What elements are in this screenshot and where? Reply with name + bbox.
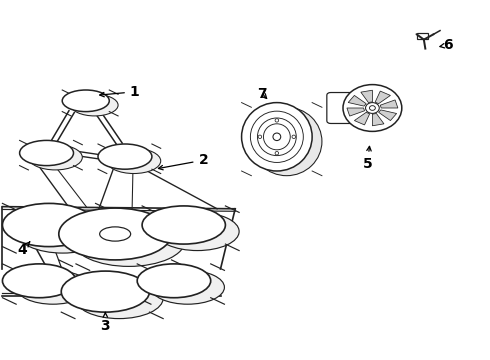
- Ellipse shape: [99, 227, 131, 241]
- Polygon shape: [380, 100, 398, 108]
- Ellipse shape: [2, 264, 76, 298]
- Ellipse shape: [62, 90, 109, 112]
- Ellipse shape: [292, 135, 295, 139]
- Ellipse shape: [366, 103, 379, 113]
- Ellipse shape: [369, 106, 375, 111]
- Polygon shape: [379, 110, 396, 121]
- Polygon shape: [348, 95, 366, 106]
- Ellipse shape: [28, 145, 82, 170]
- Ellipse shape: [137, 264, 211, 298]
- Ellipse shape: [251, 107, 322, 176]
- Polygon shape: [361, 90, 372, 103]
- Text: 1: 1: [99, 85, 140, 99]
- Ellipse shape: [107, 148, 161, 174]
- Ellipse shape: [61, 271, 149, 312]
- Text: 5: 5: [363, 147, 372, 171]
- Ellipse shape: [2, 203, 96, 247]
- Ellipse shape: [151, 270, 224, 304]
- Text: 3: 3: [100, 312, 110, 333]
- Polygon shape: [347, 108, 365, 116]
- Bar: [417, 33, 428, 39]
- FancyBboxPatch shape: [327, 93, 364, 123]
- Text: 7: 7: [257, 87, 267, 100]
- Text: 6: 6: [440, 38, 453, 52]
- Text: 2: 2: [158, 153, 208, 170]
- Text: 4: 4: [17, 242, 30, 257]
- Ellipse shape: [98, 144, 152, 169]
- Ellipse shape: [71, 94, 118, 116]
- Ellipse shape: [273, 133, 281, 140]
- Ellipse shape: [275, 152, 279, 155]
- Polygon shape: [372, 113, 384, 126]
- Ellipse shape: [242, 103, 312, 171]
- Polygon shape: [354, 112, 369, 125]
- Ellipse shape: [59, 208, 172, 260]
- Ellipse shape: [16, 210, 109, 253]
- Ellipse shape: [258, 135, 262, 139]
- Ellipse shape: [156, 212, 239, 251]
- Ellipse shape: [73, 215, 185, 266]
- Polygon shape: [375, 91, 391, 104]
- Ellipse shape: [142, 206, 225, 244]
- Ellipse shape: [275, 119, 279, 122]
- Ellipse shape: [75, 278, 163, 319]
- Ellipse shape: [20, 140, 74, 166]
- Ellipse shape: [343, 85, 402, 131]
- Ellipse shape: [16, 270, 90, 304]
